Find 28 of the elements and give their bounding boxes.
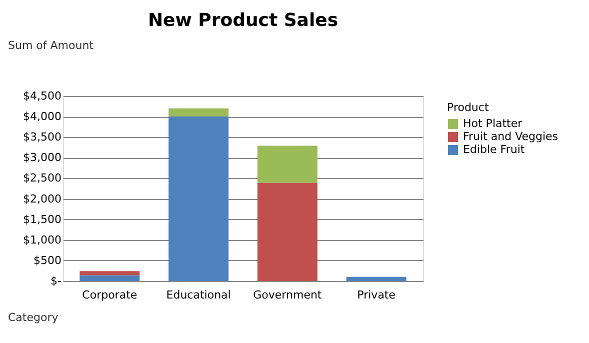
- legend-title: Product: [447, 101, 490, 114]
- bar: [168, 108, 229, 117]
- y-tick-label: $4,500: [23, 90, 62, 102]
- legend-label: Edible Fruit: [463, 143, 526, 156]
- bar: [80, 271, 140, 276]
- text: Category: [8, 311, 59, 324]
- y-tick-label: $3,500: [23, 130, 62, 144]
- bar: [257, 182, 318, 281]
- bar: [257, 146, 318, 183]
- bar: [346, 276, 406, 281]
- bar: [168, 116, 229, 281]
- chart-title: New Product Sales: [148, 10, 338, 31]
- x-tick-label: Corporate: [82, 288, 138, 302]
- bar: [80, 275, 140, 281]
- y-tick-label: $2,000: [23, 192, 62, 206]
- y-tick-label: $4,000: [23, 110, 62, 124]
- y-tick-label: $3,000: [23, 151, 62, 164]
- y-tick-label: $1,000: [23, 233, 62, 246]
- legend-label: Hot Platter: [463, 117, 523, 130]
- y-tick-label: $2,500: [23, 172, 62, 185]
- y-tick-label: $500: [34, 254, 62, 267]
- text: Sum of Amount: [8, 39, 94, 52]
- legend-label: Fruit and Veggies: [463, 130, 558, 143]
- x-tick-label: Private: [357, 288, 396, 302]
- y-tick-label: $-: [50, 274, 62, 288]
- x-tick-label: Educational: [166, 288, 231, 302]
- x-tick-label: Government: [253, 288, 322, 302]
- y-tick-label: $1,500: [23, 212, 62, 226]
